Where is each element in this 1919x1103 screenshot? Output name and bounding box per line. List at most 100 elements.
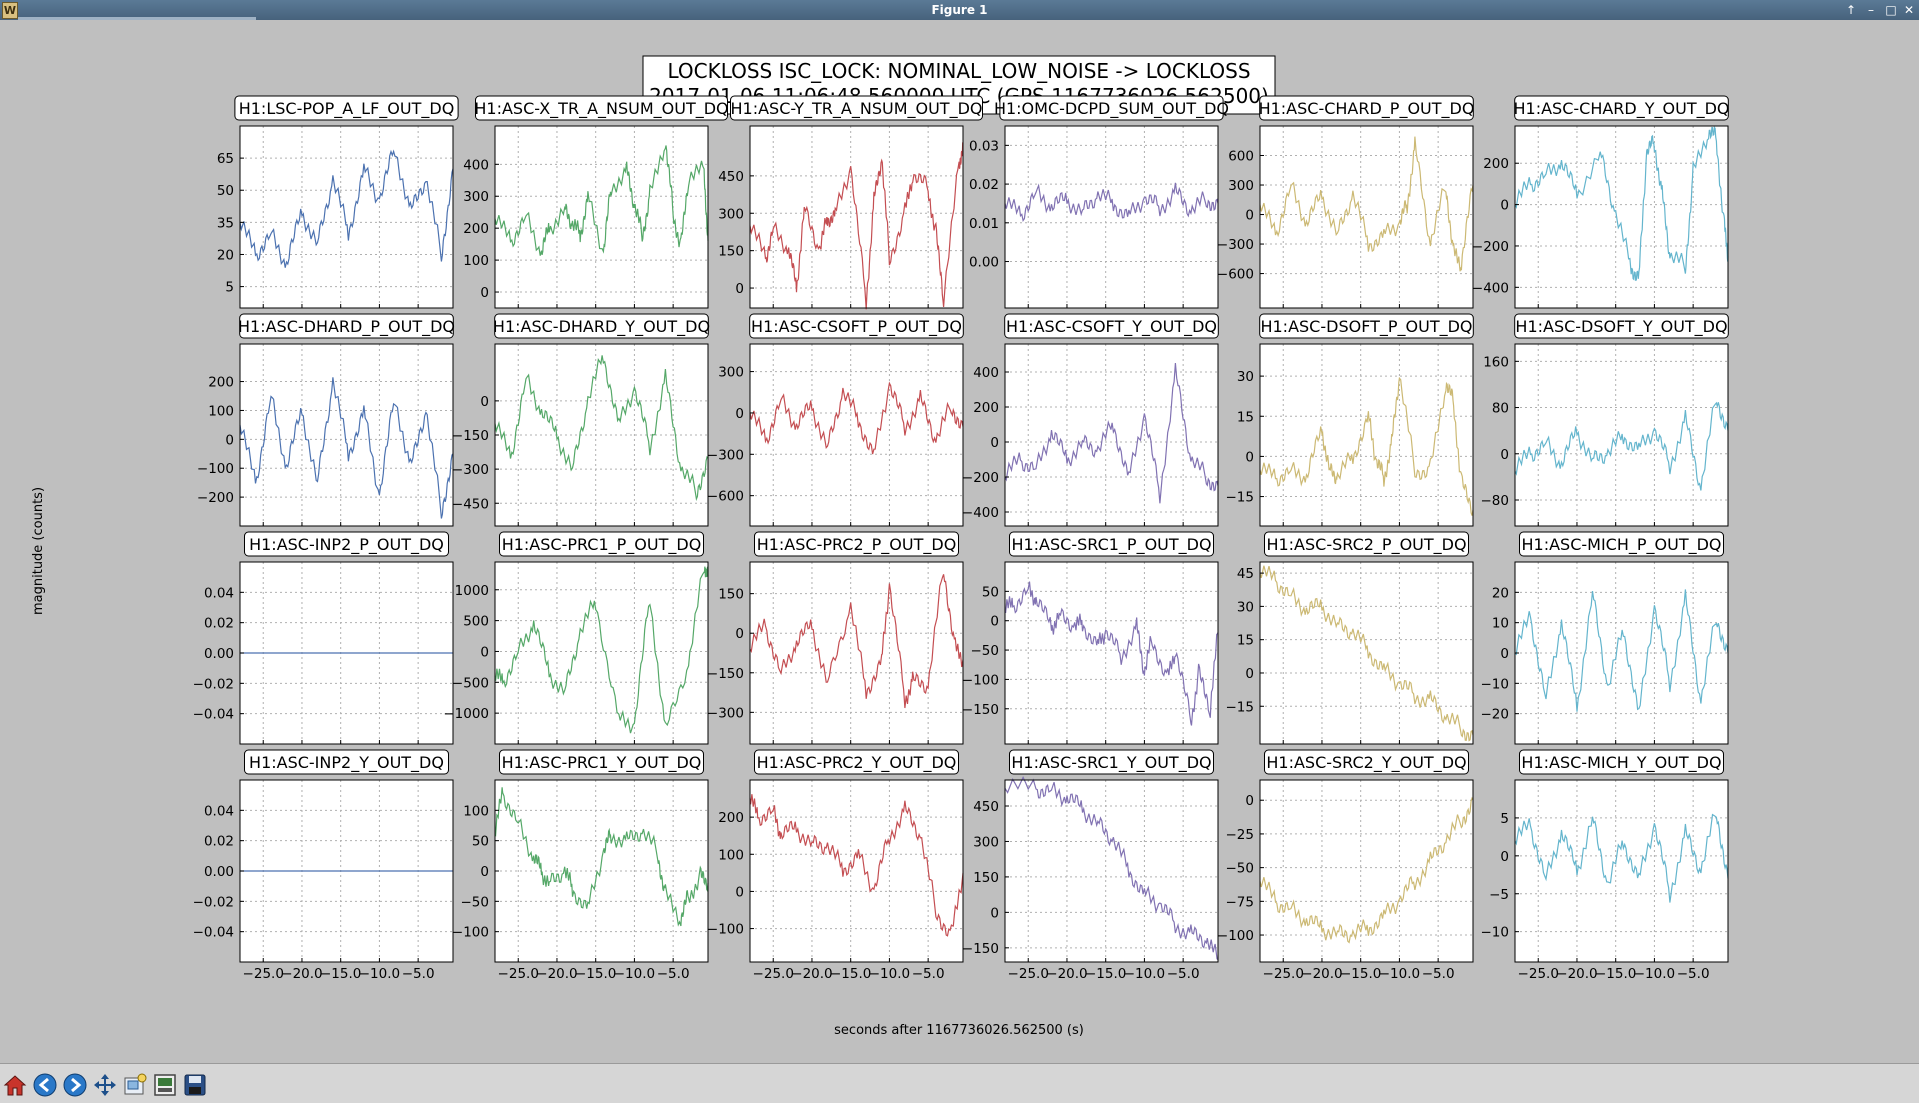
- subplot-frame: [494, 561, 709, 745]
- y-tick-label: 35: [217, 215, 234, 231]
- y-tick-label: −10: [1481, 676, 1510, 692]
- x-tick-label: −10.0: [1634, 966, 1675, 982]
- x-tick-label: −10.0: [869, 966, 910, 982]
- y-tick-label: −10: [1481, 925, 1510, 941]
- y-tick-label: 65: [217, 151, 234, 167]
- y-tick-label: 0.01: [969, 216, 999, 232]
- y-tick-label: 0: [1245, 793, 1254, 809]
- subplot-title: H1:OMC-DCPD_SUM_OUT_DQ: [994, 99, 1229, 119]
- y-tick-label: −450: [452, 496, 489, 512]
- subplot-title-box: [730, 95, 983, 121]
- subplot-background: [750, 562, 963, 744]
- close-icon[interactable]: ✕: [1903, 3, 1915, 17]
- subplot-title: H1:ASC-PRC1_Y_OUT_DQ: [502, 753, 702, 773]
- y-tick-label: −25: [1226, 827, 1255, 843]
- y-tick-label: −150: [962, 941, 999, 957]
- subplot-title-box: [999, 95, 1224, 121]
- series-line: [494, 565, 709, 734]
- y-tick-label: −50: [1226, 861, 1255, 877]
- subplot-title-box: [1264, 531, 1469, 557]
- y-tick-label: −150: [452, 428, 489, 444]
- y-tick-label: 100: [463, 803, 489, 819]
- y-tick-label: 0: [480, 644, 489, 660]
- y-tick-label: 400: [463, 157, 489, 173]
- y-axis-label: magnitude (counts): [31, 487, 46, 615]
- subplot-title: H1:ASC-CHARD_Y_OUT_DQ: [1514, 99, 1730, 119]
- y-tick-label: 0: [1245, 449, 1254, 465]
- subplot-title: H1:ASC-SRC1_Y_OUT_DQ: [1011, 753, 1211, 773]
- x-tick-label: −5.0: [1167, 966, 1200, 982]
- y-tick-label: −80: [1481, 493, 1510, 509]
- series-line: [749, 794, 964, 937]
- forward-icon[interactable]: [62, 1072, 88, 1098]
- series-line: [494, 355, 709, 502]
- zoom-icon[interactable]: [122, 1072, 148, 1098]
- home-icon[interactable]: [2, 1072, 28, 1098]
- subplot-title-box: [1259, 313, 1474, 339]
- x-tick-label: −5.0: [1422, 966, 1455, 982]
- y-tick-label: 100: [718, 847, 744, 863]
- subplot-title: H1:ASC-INP2_P_OUT_DQ: [249, 535, 444, 555]
- y-tick-label: 0.04: [204, 803, 234, 819]
- x-axis-label: seconds after 1167736026.562500 (s): [834, 1023, 1084, 1038]
- subplot-title: H1:ASC-CHARD_P_OUT_DQ: [1259, 99, 1475, 119]
- subplot-title: H1:ASC-Y_TR_A_NSUM_OUT_DQ: [731, 99, 983, 119]
- x-tick-label: −15.0: [830, 966, 871, 982]
- save-icon[interactable]: [182, 1072, 208, 1098]
- subplot-title: H1:ASC-CSOFT_Y_OUT_DQ: [1006, 317, 1217, 337]
- figure-svg: LOCKLOSS ISC_LOCK: NOMINAL_LOW_NOISE -> …: [31, 55, 1730, 1038]
- subplot-title-box: [1264, 749, 1469, 775]
- y-tick-label: −5: [1489, 887, 1509, 903]
- y-tick-label: 50: [472, 834, 489, 850]
- y-tick-label: 20: [217, 247, 234, 263]
- subplot-title: H1:ASC-PRC2_Y_OUT_DQ: [757, 753, 957, 773]
- y-tick-label: 300: [718, 206, 744, 222]
- y-tick-label: −15: [1226, 699, 1255, 715]
- x-tick-label: −10.0: [359, 966, 400, 982]
- y-tick-label: 0: [735, 884, 744, 900]
- subplot-frame: [1004, 779, 1219, 963]
- y-tick-label: 500: [463, 614, 489, 630]
- navigation-toolbar: [0, 1063, 1919, 1103]
- x-tick-label: −15.0: [1085, 966, 1126, 982]
- series-line: [1514, 813, 1729, 903]
- subplot-title: H1:ASC-CSOFT_P_OUT_DQ: [751, 317, 962, 337]
- y-tick-label: 0: [1500, 849, 1509, 865]
- y-tick-label: 600: [1228, 149, 1254, 165]
- x-tick-label: −15.0: [575, 966, 616, 982]
- y-tick-label: 300: [463, 189, 489, 205]
- pin-icon[interactable]: ↑: [1845, 3, 1857, 17]
- series-line: [749, 381, 964, 455]
- minimize-icon[interactable]: –: [1868, 3, 1874, 17]
- subplot-title-box: [754, 749, 959, 775]
- x-tick-label: −25.0: [1008, 966, 1049, 982]
- subplot-background: [495, 562, 708, 744]
- y-tick-label: 0: [990, 905, 999, 921]
- subplot-background: [1005, 344, 1218, 526]
- back-icon[interactable]: [32, 1072, 58, 1098]
- subplot-title: H1:ASC-INP2_Y_OUT_DQ: [249, 753, 444, 773]
- subplot-frame: [749, 125, 964, 309]
- y-tick-label: 15: [1237, 633, 1254, 649]
- y-tick-label: 0.00: [204, 864, 234, 880]
- y-tick-label: −100: [452, 925, 489, 941]
- subplot-title: H1:ASC-MICH_P_OUT_DQ: [1521, 535, 1721, 555]
- y-tick-label: 0: [735, 626, 744, 642]
- y-tick-label: 100: [463, 253, 489, 269]
- y-tick-label: −400: [962, 505, 999, 521]
- series-line: [494, 787, 709, 927]
- y-tick-label: 0: [480, 285, 489, 301]
- y-tick-label: −100: [707, 922, 744, 938]
- y-tick-label: −600: [1217, 267, 1254, 283]
- y-tick-label: −0.04: [193, 925, 234, 941]
- y-tick-label: −0.02: [193, 894, 234, 910]
- y-tick-label: 450: [973, 799, 999, 815]
- maximize-icon[interactable]: □: [1885, 3, 1897, 17]
- y-tick-label: −20: [1481, 707, 1510, 723]
- subplot-title: H1:ASC-X_TR_A_NSUM_OUT_DQ: [474, 99, 728, 119]
- y-tick-label: 30: [1237, 369, 1254, 385]
- pan-icon[interactable]: [92, 1072, 118, 1098]
- subplots-icon[interactable]: [152, 1072, 178, 1098]
- y-tick-label: 0: [1500, 447, 1509, 463]
- y-tick-label: −150: [962, 702, 999, 718]
